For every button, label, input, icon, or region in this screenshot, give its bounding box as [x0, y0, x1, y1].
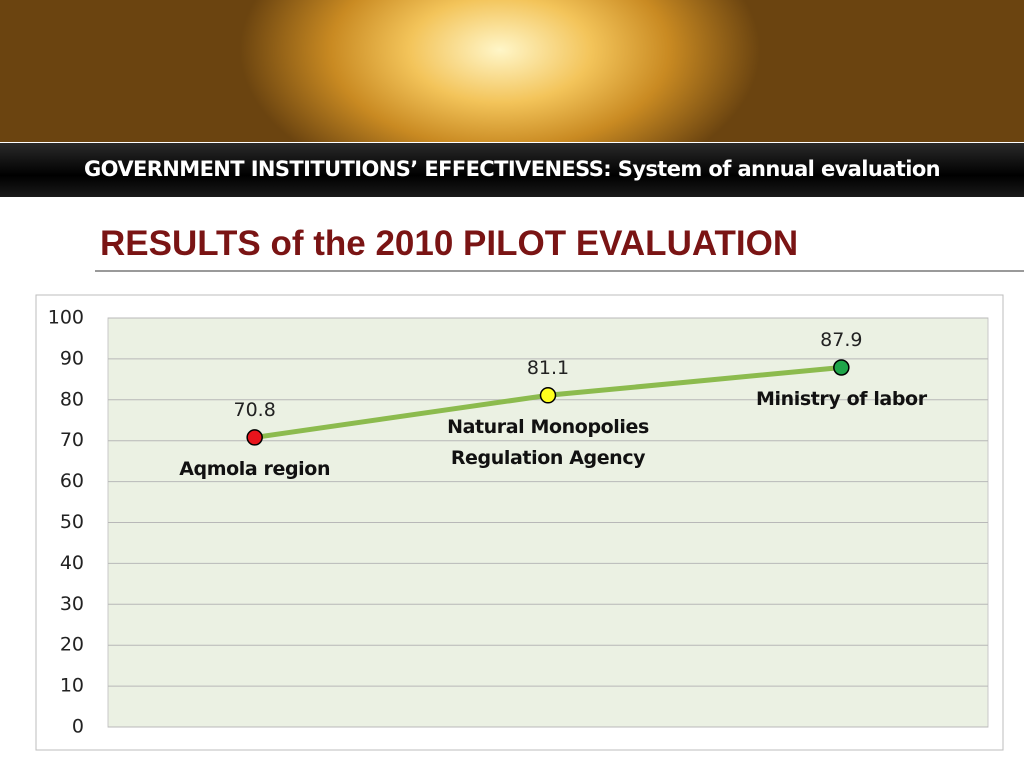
- slide-title: GOVERNMENT INSTITUTIONS’ EFFECTIVENESS: …: [84, 157, 941, 181]
- data-point: [539, 387, 557, 404]
- y-tick-label: 60: [60, 470, 84, 492]
- y-tick-label: 30: [60, 593, 84, 615]
- y-tick-label: 100: [48, 307, 84, 329]
- y-tick-label: 10: [60, 675, 84, 697]
- banner-image: [0, 0, 1024, 142]
- y-tick-label: 80: [60, 388, 84, 410]
- category-label: Natural Monopolies Regulation Agency: [447, 416, 649, 470]
- value-label: 87.9: [820, 329, 862, 351]
- y-tick-label: 20: [60, 634, 84, 656]
- slide-subtitle: RESULTS of the 2010 PILOT EVALUATION: [100, 224, 799, 263]
- data-point: [246, 429, 263, 446]
- data-point: [833, 359, 850, 376]
- divider: [95, 270, 1024, 272]
- y-tick-label: 0: [72, 716, 84, 738]
- y-tick-label: 40: [60, 552, 84, 574]
- y-tick-label: 50: [60, 511, 84, 533]
- y-tick-label: 90: [60, 347, 84, 369]
- category-label: Aqmola region: [179, 458, 331, 481]
- value-label: 81.1: [527, 357, 569, 379]
- category-label: Ministry of labor: [755, 388, 927, 411]
- value-label: 70.8: [234, 399, 276, 421]
- title-bar: [0, 143, 1024, 197]
- y-tick-label: 70: [60, 429, 84, 451]
